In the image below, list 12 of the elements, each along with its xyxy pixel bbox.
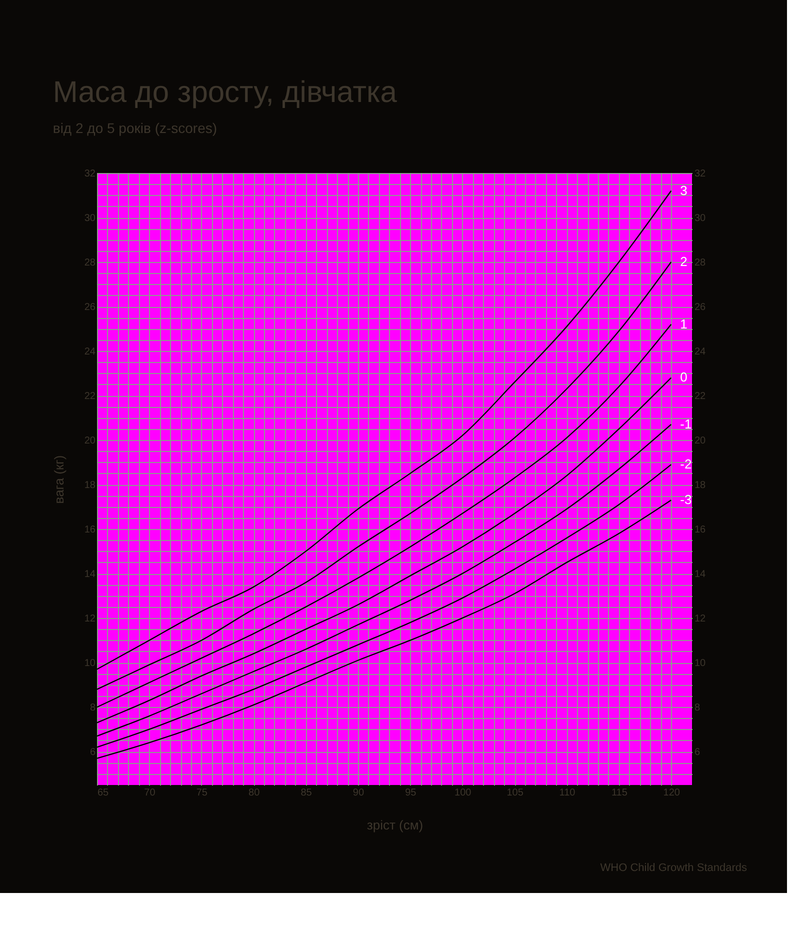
line-series <box>96 324 672 708</box>
line-series <box>96 464 672 748</box>
line-series <box>96 500 672 759</box>
line-series <box>96 424 672 737</box>
series-label: 3 <box>680 182 688 198</box>
series-label: 0 <box>680 370 688 385</box>
series-label: -3 <box>680 492 692 508</box>
line-series <box>96 190 672 670</box>
line-series <box>96 377 672 724</box>
series-label: 1 <box>680 316 688 332</box>
line-series <box>96 261 672 690</box>
series-label: -1 <box>680 416 692 432</box>
